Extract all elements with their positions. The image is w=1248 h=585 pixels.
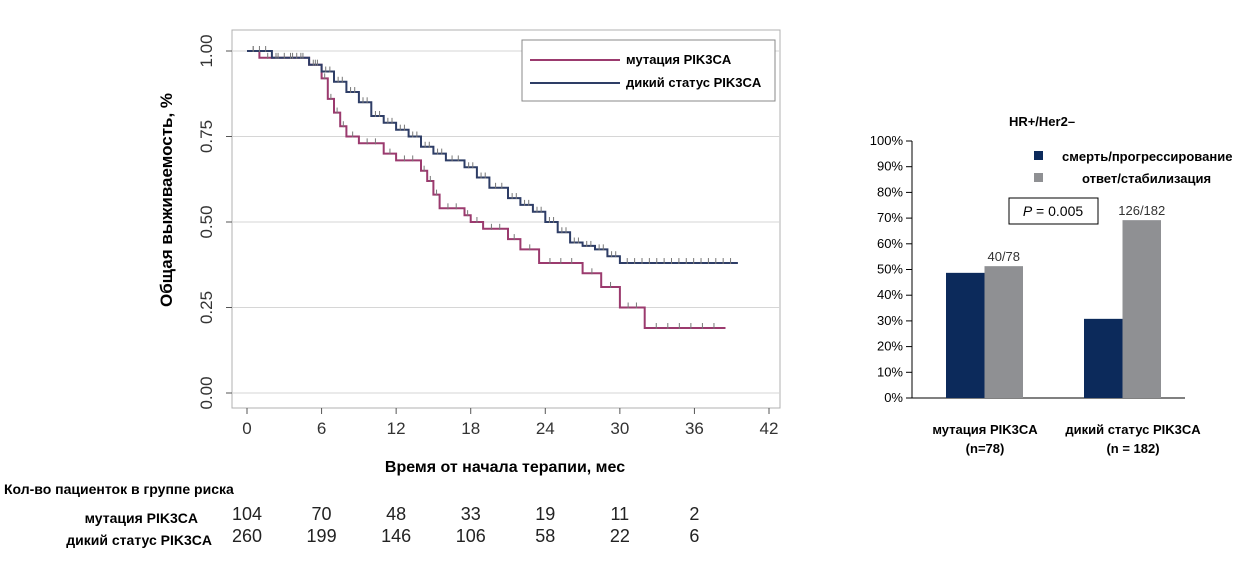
risk-value: 146 xyxy=(381,526,411,546)
p-value-symbol: P xyxy=(1023,203,1033,219)
km-gridlines xyxy=(232,50,780,394)
bar-value-labels: 40/78 126/182 xyxy=(987,203,1165,264)
survival-chart: 0.00 0.25 0.50 0.75 1.00 0 6 12 18 24 30 36 42 Обща… xyxy=(4,29,781,548)
km-x-tick-label: 18 xyxy=(461,419,480,438)
km-x-tick-label: 12 xyxy=(387,419,406,438)
km-y-axis-label: Общая выживаемость, % xyxy=(157,93,176,307)
risk-value: 19 xyxy=(535,504,555,524)
risk-table-title: Кол-во пациенток в группе риска xyxy=(4,481,234,497)
bar-death-0 xyxy=(946,272,985,398)
p-value-number: = 0.005 xyxy=(1032,203,1083,219)
km-y-axis-ticks: 0.00 0.25 0.50 0.75 1.00 xyxy=(197,34,232,410)
km-x-tick-label: 42 xyxy=(760,419,779,438)
bar-y-tick-label: 10% xyxy=(877,364,903,379)
km-y-tick-label: 0.00 xyxy=(197,376,216,409)
km-line-mutation xyxy=(247,50,726,329)
bar-category-wildtype: дикий статус PIK3CA xyxy=(1065,422,1201,437)
bar-y-tick-label: 60% xyxy=(877,236,903,251)
km-legend-label-wildtype: дикий статус PIK3CA xyxy=(626,75,762,90)
bar-y-tick-label: 90% xyxy=(877,159,903,174)
bar-y-tick-label: 0% xyxy=(884,390,903,405)
risk-row-label-wildtype: дикий статус PIK3CA xyxy=(66,532,212,548)
km-y-tick-label: 0.25 xyxy=(197,291,216,324)
risk-value: 6 xyxy=(689,526,699,546)
bar-response-0 xyxy=(984,266,1023,398)
bar-value-label: 40/78 xyxy=(987,249,1020,264)
bar-legend: смерть/прогрессирование ответ/стабилизац… xyxy=(1034,149,1232,186)
risk-value: 260 xyxy=(232,526,262,546)
risk-value: 58 xyxy=(535,526,555,546)
risk-value: 2 xyxy=(689,504,699,524)
risk-table: Кол-во пациенток в группе риска мутация … xyxy=(4,481,699,548)
km-series-lines xyxy=(247,50,738,329)
km-x-tick-label: 6 xyxy=(317,419,326,438)
bar-chart-title: HR+/Her2– xyxy=(1009,114,1075,129)
risk-value: 106 xyxy=(456,526,486,546)
bar-y-tick-label: 20% xyxy=(877,339,903,354)
km-plot-frame xyxy=(231,29,781,409)
bar-category-mutation: мутация PIK3CA xyxy=(932,422,1038,437)
km-x-axis-label: Время от начала терапии, мес xyxy=(385,459,625,476)
km-legend-label-mutation: мутация PIK3CA xyxy=(626,52,732,67)
km-censor-marks xyxy=(252,46,732,330)
bar-death-1 xyxy=(1084,318,1123,398)
risk-value: 48 xyxy=(386,504,406,524)
bar-legend-label-response: ответ/стабилизация xyxy=(1082,171,1211,186)
km-x-tick-label: 0 xyxy=(242,419,251,438)
km-y-tick-label: 0.50 xyxy=(197,205,216,238)
km-x-tick-label: 36 xyxy=(685,419,704,438)
bar-legend-swatch-death xyxy=(1034,151,1043,160)
p-value-annotation: P = 0.005 xyxy=(1008,197,1099,225)
km-y-tick-label: 0.75 xyxy=(197,120,216,153)
p-value-text: P = 0.005 xyxy=(1023,203,1084,219)
km-legend: мутация PIK3CA дикий статус PIK3CA xyxy=(521,39,776,102)
p-value-box xyxy=(1008,197,1099,225)
bar-y-tick-label: 30% xyxy=(877,313,903,328)
bar-legend-label-death: смерть/прогрессирование xyxy=(1062,149,1232,164)
risk-value: 199 xyxy=(307,526,337,546)
risk-value: 22 xyxy=(610,526,630,546)
risk-value: 70 xyxy=(312,504,332,524)
bar-y-tick-label: 40% xyxy=(877,287,903,302)
km-x-tick-label: 24 xyxy=(536,419,555,438)
km-legend-box xyxy=(521,39,776,102)
km-line-wildtype xyxy=(247,50,738,264)
bar-y-axis-ticks: 0% 10% 20% 30% 40% 50% 60% 70% 80% 90% 100% xyxy=(870,133,912,405)
risk-table-values: 104 70 48 33 19 11 2 260 199 146 106 58 22 6 xyxy=(232,504,699,546)
bar-y-tick-label: 70% xyxy=(877,210,903,225)
bar-y-tick-label: 50% xyxy=(877,262,903,277)
risk-value: 104 xyxy=(232,504,262,524)
risk-row-label-mutation: мутация PIK3CA xyxy=(85,510,198,526)
risk-value: 11 xyxy=(611,504,630,524)
risk-value: 33 xyxy=(461,504,481,524)
bar-legend-swatch-response xyxy=(1034,173,1043,182)
bar-y-tick-label: 80% xyxy=(877,184,903,199)
bar-rects xyxy=(946,220,1161,398)
bar-category-mutation-n: (n=78) xyxy=(966,441,1005,456)
bar-category-wildtype-n: (n = 182) xyxy=(1106,441,1159,456)
km-x-tick-label: 30 xyxy=(610,419,629,438)
bar-response-1 xyxy=(1122,220,1161,398)
bar-y-tick-label: 100% xyxy=(870,133,904,148)
response-bar-chart: HR+/Her2– 0% 10% 20% 30% 40% 50% 60% 70% 80% 90% 1… xyxy=(870,114,1233,456)
bar-value-label: 126/182 xyxy=(1118,203,1165,218)
km-y-tick-label: 1.00 xyxy=(197,34,216,67)
km-x-axis-ticks: 0 6 12 18 24 30 36 42 xyxy=(242,408,778,438)
